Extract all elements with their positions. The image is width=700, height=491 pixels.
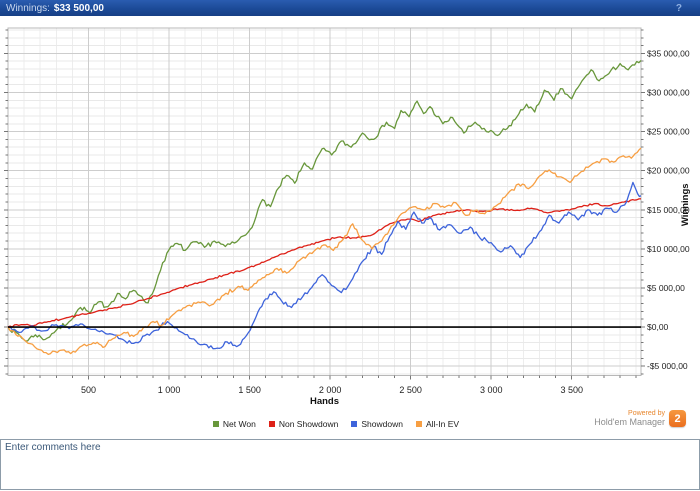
legend-item-net-won: Net Won <box>212 419 256 429</box>
x-tick-label: 2 000 <box>319 385 342 395</box>
series-all-in-ev <box>7 147 642 356</box>
y-tick-label: $35 000,00 <box>647 48 690 58</box>
legend-item-all-in-ev: All-In EV <box>415 419 460 429</box>
legend-item-non-showdown: Non Showdown <box>268 419 339 429</box>
winnings-title-label: Winnings: <box>6 2 50 14</box>
comments-input[interactable] <box>0 439 700 490</box>
x-tick-label: 500 <box>81 385 96 395</box>
y-tick-label: $5 000,00 <box>647 283 685 293</box>
series-showdown <box>7 181 642 350</box>
legend-label: Showdown <box>361 419 403 429</box>
powered-by-texts: Powered by Hold'em Manager <box>594 410 665 427</box>
help-icon[interactable]: ? <box>675 2 682 14</box>
powered-by-block: Powered by Hold'em Manager 2 <box>594 410 686 427</box>
series-net-won <box>7 59 642 342</box>
title-bar: Winnings: $33 500,00 ? <box>0 0 700 16</box>
y-tick-label: $0,00 <box>647 322 669 332</box>
legend-label: Net Won <box>222 419 256 429</box>
x-tick-label: 1 000 <box>158 385 181 395</box>
legend-swatch-icon <box>351 421 358 427</box>
winnings-title-value: $33 500,00 <box>53 2 104 14</box>
axis-ticks <box>4 29 645 380</box>
y-tick-label: $30 000,00 <box>647 87 690 97</box>
x-tick-label: 2 500 <box>399 385 422 395</box>
y-tick-label: $25 000,00 <box>647 127 690 137</box>
x-tick-label: 3 500 <box>560 385 583 395</box>
chart-grid <box>7 27 642 376</box>
legend-swatch-icon <box>268 421 275 427</box>
brand-badge-icon: 2 <box>669 410 686 427</box>
legend-label: All-In EV <box>425 419 460 429</box>
legend-item-showdown: Showdown <box>351 419 403 429</box>
legend-label: Non Showdown <box>278 419 339 429</box>
legend-swatch-icon <box>415 421 422 427</box>
brand-name: Hold'em Manager <box>594 417 665 427</box>
y-tick-label: $10 000,00 <box>647 244 690 254</box>
y-tick-label: -$5 000,00 <box>647 361 688 371</box>
legend-swatch-icon <box>212 421 219 427</box>
series-non-showdown <box>7 198 642 328</box>
y-tick-label: $15 000,00 <box>647 205 690 215</box>
x-axis-title: Hands <box>310 396 339 407</box>
y-axis-title: Winnings <box>680 183 691 226</box>
x-tick-label: 1 500 <box>238 385 261 395</box>
chart-legend: Net Won Non Showdown Showdown All-In EV <box>0 419 686 429</box>
y-tick-label: $20 000,00 <box>647 166 690 176</box>
x-tick-label: 3 000 <box>480 385 503 395</box>
powered-by-label: Powered by <box>628 410 665 417</box>
winnings-chart: 500 1 000 1 500 2 000 2 500 3 000 3 500 Hands $3… <box>4 27 691 407</box>
